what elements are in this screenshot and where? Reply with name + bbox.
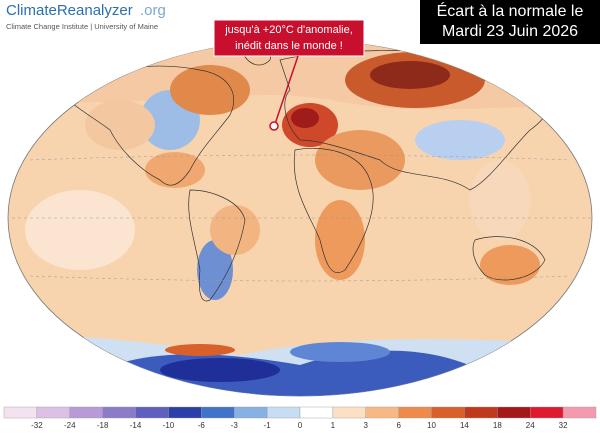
colorbar-swatch <box>266 406 301 419</box>
colorbar-swatch <box>3 406 38 419</box>
annotation-marker <box>269 121 279 131</box>
colorbar-swatch <box>431 406 465 419</box>
colorbar-label: -24 <box>64 421 76 430</box>
colorbar-swatch <box>365 406 399 419</box>
colorbar-label: 6 <box>396 421 401 430</box>
colorbar-label: -18 <box>97 421 109 430</box>
colorbar-swatch <box>234 406 268 419</box>
colorbar-swatch <box>398 406 432 419</box>
colorbar-swatch <box>69 406 103 419</box>
annotation-line: inédit dans le monde ! <box>235 40 343 52</box>
anomaly-field <box>8 40 592 396</box>
colorbar-label: -1 <box>264 421 272 430</box>
colorbar-label: 1 <box>331 421 336 430</box>
title-line: Écart à la normale le <box>437 1 584 20</box>
colorbar-swatch <box>497 406 531 419</box>
logo-suffix: .org <box>140 2 166 19</box>
logo-main: ClimateReanalyzer <box>6 2 133 19</box>
colorbar-label: 10 <box>427 421 436 430</box>
colorbar-swatch <box>332 406 366 419</box>
colorbar-label: -6 <box>198 421 206 430</box>
logo-subtitle: Climate Change Institute | University of… <box>6 22 158 31</box>
title-box <box>420 0 600 44</box>
title-line: Mardi 23 Juin 2026 <box>442 23 578 40</box>
colorbar-swatch <box>530 406 564 419</box>
annotation-arrow <box>274 55 299 125</box>
colorbar-swatch <box>102 406 136 419</box>
colorbar-label: -32 <box>31 421 43 430</box>
annotation-box <box>213 19 365 57</box>
colorbar-swatch <box>299 406 334 419</box>
colorbar-swatch <box>36 406 70 419</box>
colorbar-swatch <box>464 406 498 419</box>
coastlines <box>59 42 552 302</box>
colorbar-swatch <box>168 406 202 419</box>
colorbar-label: 24 <box>526 421 535 430</box>
annotation-line: jusqu'à +20°C d'anomalie, <box>224 24 353 36</box>
colorbar-label: -3 <box>231 421 239 430</box>
colorbar-label: -14 <box>130 421 142 430</box>
colorbar-label: 3 <box>364 421 369 430</box>
colorbar-swatch <box>201 406 235 419</box>
graticule <box>8 154 592 282</box>
colorbar-label: 32 <box>559 421 568 430</box>
colorbar-label: 14 <box>460 421 469 430</box>
colorbar-swatch <box>135 406 169 419</box>
colorbar: -32 -24 -18 -14 -10 -6 -3 -1 0 1 3 6 10 14 18 24 32 <box>3 406 597 430</box>
colorbar-swatch <box>562 406 597 419</box>
colorbar-label: 18 <box>493 421 502 430</box>
colorbar-label: -10 <box>163 421 175 430</box>
colorbar-label: 0 <box>298 421 303 430</box>
